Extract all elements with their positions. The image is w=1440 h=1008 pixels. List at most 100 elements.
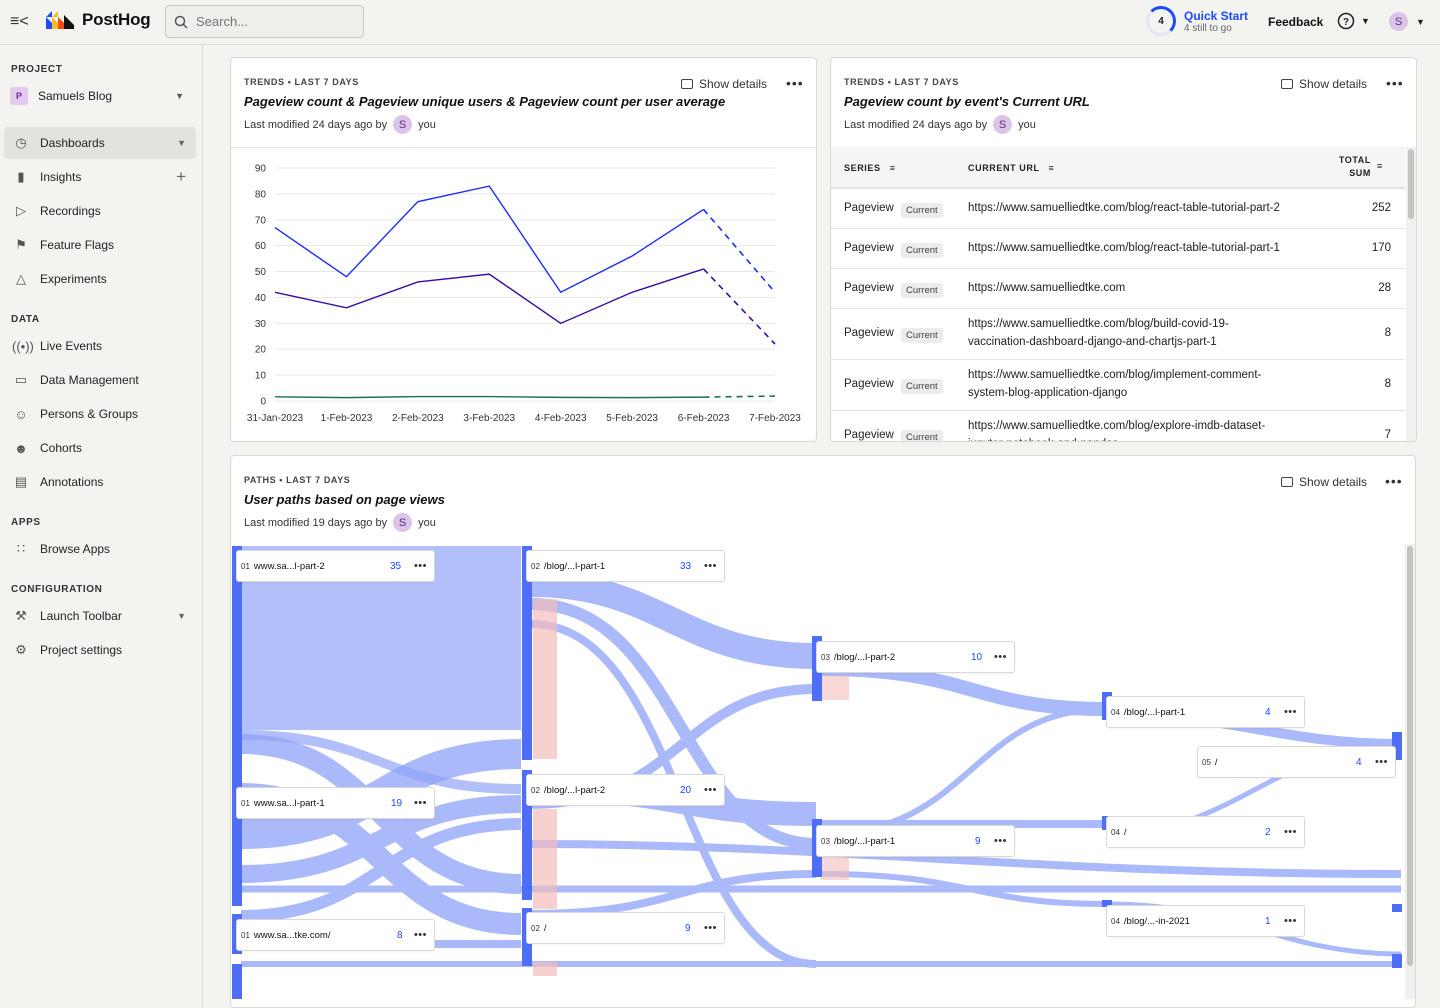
node-more-icon[interactable]: ••• (1283, 706, 1297, 718)
node-count[interactable]: 4 (1356, 756, 1362, 768)
node-more-icon[interactable]: ••• (703, 784, 717, 796)
node-more-icon[interactable]: ••• (413, 929, 427, 941)
node-more-icon[interactable]: ••• (413, 797, 427, 809)
node-more-icon[interactable]: ••• (993, 651, 1007, 663)
show-details-button[interactable]: Show details (1281, 475, 1367, 489)
insight-title[interactable]: Pageview count & Pageview unique users &… (244, 94, 726, 109)
table-row[interactable]: Pageview Current https://www.samuelliedt… (831, 188, 1405, 228)
path-flow[interactable] (530, 571, 817, 669)
node-count[interactable]: 9 (975, 835, 981, 847)
node-count[interactable]: 35 (390, 560, 402, 572)
path-flow[interactable] (530, 870, 817, 918)
node-count[interactable]: 10 (971, 651, 983, 663)
chevron-down-icon[interactable]: ▼ (177, 611, 186, 621)
path-node[interactable]: 05/ 4 ••• (1197, 746, 1396, 778)
node-more-icon[interactable]: ••• (993, 835, 1007, 847)
path-flow[interactable] (820, 871, 1107, 907)
node-more-icon[interactable]: ••• (1283, 915, 1297, 927)
node-more-icon[interactable]: ••• (703, 560, 717, 572)
search-input[interactable] (196, 14, 346, 29)
table-row[interactable]: Pageview Current https://www.samuelliedt… (831, 228, 1405, 268)
node-count[interactable]: 20 (680, 784, 692, 796)
sidebar-item-browse-apps[interactable]: ∷ Browse Apps (4, 533, 196, 565)
path-node[interactable]: 03/blog/...l-part-2 10 ••• (816, 641, 1015, 673)
scrollbar[interactable] (1405, 544, 1415, 999)
path-node[interactable]: 01 www.sa...l-part-1 19 ••• (236, 787, 435, 819)
node-bar[interactable] (1102, 900, 1112, 907)
show-details-button[interactable]: Show details (1281, 77, 1367, 91)
node-bar[interactable] (522, 546, 532, 760)
path-flow[interactable] (240, 818, 522, 922)
url-cell[interactable]: https://www.samuelliedtke.com/blog/react… (968, 242, 1280, 254)
table-row[interactable]: Pageview Current https://www.samuelliedt… (831, 359, 1405, 410)
search-box[interactable] (165, 5, 364, 38)
more-options-icon[interactable]: ••• (786, 75, 804, 91)
sidebar-item-experiments[interactable]: △ Experiments (4, 263, 196, 295)
node-bar[interactable] (1392, 732, 1402, 760)
sidebar-item-dashboards[interactable]: ◷ Dashboards ▼ (4, 127, 196, 159)
logo[interactable]: PostHog (46, 10, 151, 30)
quick-start[interactable]: 4 Quick Start 4 still to go (1146, 6, 1248, 36)
node-more-icon[interactable]: ••• (1374, 756, 1388, 768)
path-flow[interactable] (820, 706, 1107, 837)
column-header-total[interactable]: TOTAL SUM (1338, 155, 1371, 178)
node-count[interactable]: 1 (1265, 915, 1271, 927)
node-count[interactable]: 4 (1265, 706, 1271, 718)
path-flow[interactable] (240, 795, 522, 883)
show-details-button[interactable]: Show details (681, 77, 767, 91)
node-more-icon[interactable]: ••• (413, 560, 427, 572)
more-options-icon[interactable]: ••• (1385, 473, 1403, 489)
scrollbar-thumb[interactable] (1408, 149, 1414, 219)
node-more-icon[interactable]: ••• (1283, 826, 1297, 838)
node-count[interactable]: 8 (397, 929, 403, 941)
project-selector[interactable]: P Samuels Blog ▼ (4, 79, 196, 113)
path-node[interactable]: 02/blog/...l-part-1 33 ••• (526, 550, 725, 582)
column-header-series[interactable]: SERIES ≡ (844, 163, 896, 173)
table-row[interactable]: Pageview Current https://www.samuelliedt… (831, 410, 1405, 441)
chevron-down-icon[interactable]: ▼ (177, 138, 186, 148)
url-cell[interactable]: https://www.samuelliedtke.com (968, 282, 1126, 294)
path-flow[interactable] (820, 662, 1107, 716)
table-row[interactable]: Pageview Current https://www.samuelliedt… (831, 268, 1405, 308)
node-bar[interactable] (1392, 954, 1402, 968)
feedback-button[interactable]: Feedback (1268, 15, 1324, 29)
path-flow[interactable] (241, 546, 521, 730)
path-node[interactable]: 04/blog/...-in-2021 1 ••• (1106, 905, 1305, 937)
scrollbar[interactable] (1406, 147, 1416, 441)
path-node[interactable]: 04/ 2 ••• (1106, 816, 1305, 848)
more-options-icon[interactable]: ••• (1386, 75, 1404, 91)
path-flow[interactable] (241, 730, 521, 794)
node-bar[interactable] (232, 546, 242, 906)
path-node[interactable]: 01 www.sa...l-part-2 35 ••• (236, 550, 435, 582)
node-bar[interactable] (522, 770, 532, 900)
table-row[interactable]: Pageview Current https://www.samuelliedt… (831, 308, 1405, 359)
node-count[interactable]: 19 (391, 797, 403, 809)
plus-icon[interactable]: + (176, 167, 186, 186)
path-flow[interactable] (530, 840, 1402, 878)
insight-title[interactable]: Pageview count by event's Current URL (844, 94, 1090, 109)
node-bar[interactable] (1392, 904, 1402, 912)
sidebar-item-data-management[interactable]: ▭ Data Management (4, 364, 196, 396)
url-cell[interactable]: https://www.samuelliedtke.com/blog/explo… (968, 420, 1266, 432)
sidebar-item-cohorts[interactable]: ☻ Cohorts (4, 432, 196, 464)
url-cell-continued[interactable]: system-blog-application-django (968, 387, 1128, 399)
node-count[interactable]: 9 (685, 922, 691, 934)
sidebar-item-persons[interactable]: ☺ Persons & Groups (4, 398, 196, 430)
path-node[interactable]: 04/blog/...l-part-1 4 ••• (1106, 696, 1305, 728)
scrollbar-thumb[interactable] (1407, 546, 1413, 966)
user-menu[interactable]: S ▼ (1389, 12, 1425, 31)
help-menu[interactable]: ? ▼ (1337, 12, 1370, 30)
path-node[interactable]: 03/blog/...l-part-1 9 ••• (816, 825, 1015, 857)
insight-title[interactable]: User paths based on page views (244, 492, 445, 507)
path-flow[interactable] (530, 598, 817, 850)
menu-toggle-icon[interactable]: ≡˂ (10, 13, 29, 30)
node-more-icon[interactable]: ••• (703, 922, 717, 934)
path-node[interactable]: 02/ 9 ••• (526, 912, 725, 944)
sidebar-item-live-events[interactable]: ((•)) Live Events (4, 330, 196, 362)
column-header-url[interactable]: CURRENT URL ≡ (968, 163, 1055, 173)
sidebar-item-feature-flags[interactable]: ⚑ Feature Flags (4, 229, 196, 261)
sidebar-item-launch-toolbar[interactable]: ⚒ Launch Toolbar ▼ (4, 600, 196, 632)
sort-icon[interactable]: ≡ (1377, 161, 1383, 171)
node-count[interactable]: 33 (680, 560, 692, 572)
sidebar-item-recordings[interactable]: ▷ Recordings (4, 195, 196, 227)
